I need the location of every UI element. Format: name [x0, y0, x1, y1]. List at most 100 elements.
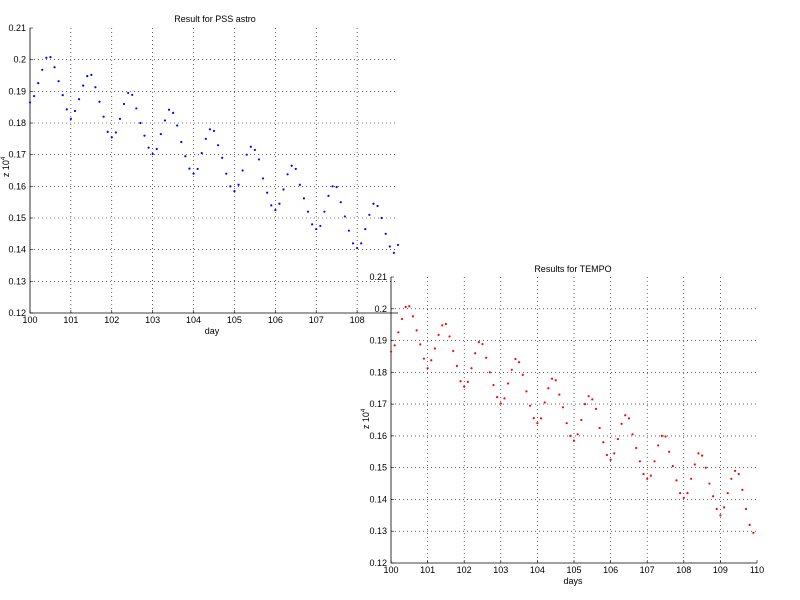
- chart2-data-point: [404, 305, 407, 308]
- chart1-data-point: [278, 202, 281, 205]
- chart2-data-point: [664, 435, 667, 438]
- chart1-data-point: [229, 185, 232, 188]
- chart2-data-point: [474, 352, 477, 355]
- chart1-ytick-label: 0.19: [8, 86, 26, 96]
- chart1-data-point: [139, 121, 142, 125]
- chart2-data-point: [455, 364, 458, 368]
- chart2-xtick-label: 104: [530, 565, 545, 575]
- chart2-data-point: [704, 466, 707, 469]
- chart1-xtick-label: 103: [145, 315, 160, 325]
- chart2-data-point: [668, 450, 671, 453]
- chart1-data-point: [94, 86, 97, 89]
- chart1-xtick-label: 105: [227, 315, 242, 325]
- chart1-data-point: [356, 246, 359, 250]
- chart2-data-point: [722, 506, 726, 509]
- chart1-data-point: [143, 134, 146, 137]
- chart1-data-point: [155, 147, 158, 151]
- chart2-data-point: [602, 441, 605, 444]
- chart1-data-point: [331, 185, 334, 188]
- chart2-data-point: [518, 361, 521, 364]
- chart2-ytick-label: 0.15: [369, 463, 387, 473]
- chart2-ytick-label: 0.21: [369, 272, 387, 282]
- chart1-ylabel: z 104: [1, 156, 11, 177]
- chart1-xtick-label: 107: [309, 315, 324, 325]
- chart2-data-point: [415, 329, 418, 332]
- chart2-ytick-label: 0.12: [369, 558, 387, 568]
- chart1-data-point: [69, 117, 72, 120]
- chart2-ytick-label: 0.2: [374, 304, 387, 314]
- chart2-data-point: [448, 335, 451, 338]
- chart1-data-point: [347, 229, 351, 232]
- chart1-data-point: [110, 136, 113, 139]
- chart1-data-point: [364, 227, 367, 231]
- chart2-data-point: [561, 406, 565, 409]
- chart1-ytick-label: 0.14: [8, 245, 26, 255]
- chart2-data-point: [569, 434, 572, 437]
- chart1-data-point: [282, 188, 285, 191]
- chart2-data-point: [686, 491, 689, 495]
- chart1-data-point: [351, 242, 355, 245]
- chart1-data-point: [82, 84, 85, 87]
- chart2-data-point: [430, 359, 433, 362]
- chart1-data-point: [233, 189, 236, 193]
- chart1-data-point: [257, 158, 261, 161]
- chart1-data-point: [245, 153, 248, 156]
- chart2-data-point: [737, 472, 740, 476]
- chart1-data-point: [163, 119, 167, 122]
- chart1-ytick-label: 0.2: [13, 55, 26, 65]
- chart1-data-point: [176, 124, 179, 127]
- chart2-data-point: [496, 396, 499, 399]
- chart1-ytick-label: 0.21: [8, 23, 26, 33]
- chart1-data-point: [208, 128, 212, 131]
- chart1-data-point: [294, 167, 297, 171]
- chart2-data-point: [492, 383, 495, 387]
- chart2-data-point: [682, 496, 685, 499]
- chart2-data-point: [536, 422, 539, 425]
- chart2-xtick-label: 106: [603, 565, 618, 575]
- chart2-data-point: [693, 463, 696, 466]
- chart2-ytick-label: 0.18: [369, 367, 387, 377]
- chart2-data-point: [510, 368, 513, 371]
- chart2-data-point: [397, 331, 400, 334]
- chart2-xtick-label: 110: [750, 565, 764, 575]
- chart2-data-point: [543, 401, 546, 404]
- chart2-data-point: [591, 398, 594, 401]
- chart1-data-point: [122, 102, 126, 106]
- chart2-data-point: [708, 482, 711, 485]
- chart1-data-point: [368, 213, 371, 216]
- chart1-data-point: [204, 137, 207, 140]
- chart1-data-point: [167, 108, 171, 111]
- chart2-ytick-label: 0.13: [369, 526, 387, 536]
- chart2-ylabel: z 104: [361, 408, 371, 429]
- chart2-data-point: [426, 367, 429, 370]
- chart2-data-point: [572, 439, 576, 442]
- chart2-data-point: [507, 382, 510, 385]
- chart2-data-point: [583, 403, 587, 406]
- chart1-data-point: [86, 75, 89, 78]
- chart2-data-point: [525, 390, 528, 393]
- chart2-data-point: [521, 373, 524, 376]
- chart2-data-point: [711, 495, 715, 498]
- chart1-data-point: [118, 117, 122, 120]
- chart2-data-point: [675, 479, 678, 482]
- chart2-data-point: [748, 523, 751, 526]
- chart2-data-point: [393, 344, 396, 347]
- chart2-data-point: [624, 414, 627, 417]
- chart2-data-point: [488, 371, 491, 374]
- chart2-data-point: [631, 433, 634, 436]
- chart1-xtick-label: 101: [63, 315, 78, 325]
- chart2-xtick-label: 109: [713, 565, 728, 575]
- chart1-data-point: [274, 208, 277, 212]
- chart2-data-point: [741, 488, 744, 492]
- chart2-data-point: [419, 343, 422, 346]
- chart1-data-point: [102, 115, 105, 118]
- chart1-data-point: [65, 108, 68, 111]
- chart1-data-point: [315, 227, 318, 231]
- chart2-data-point: [389, 350, 393, 353]
- chart1-data-point: [32, 94, 36, 98]
- chart1-data-point: [41, 68, 44, 71]
- chart1-xtick-label: 100: [22, 315, 37, 325]
- chart1-data-point: [196, 167, 199, 171]
- chart2-data-point: [660, 434, 663, 437]
- chart1-data-point: [241, 169, 244, 172]
